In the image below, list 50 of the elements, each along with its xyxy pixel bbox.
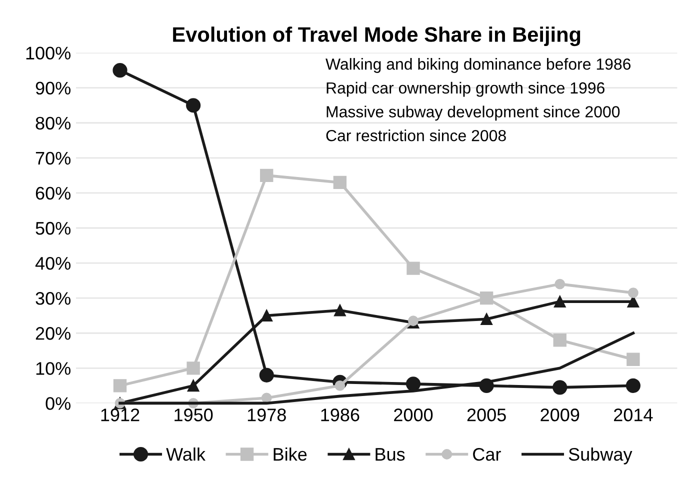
y-tick-label: 40% <box>35 256 71 270</box>
y-tick-label: 0% <box>46 397 71 410</box>
y-tick-label: 60% <box>36 186 71 200</box>
y-tick-label: 80% <box>36 116 71 130</box>
x-tick-label: 1912 <box>101 408 140 422</box>
x-tick-label: 2000 <box>394 408 433 422</box>
y-tick-label: 70% <box>36 152 71 165</box>
x-tick-label: 1978 <box>248 408 286 422</box>
x-tick-label: 2009 <box>540 408 580 422</box>
y-tick-label: 50% <box>36 222 71 235</box>
annotation: Rapid car ownership growth since 1996 <box>326 82 604 97</box>
point <box>333 176 347 190</box>
annotation: Car restriction since 2008 <box>326 130 506 142</box>
point <box>406 262 420 275</box>
point <box>480 313 492 326</box>
point <box>626 352 640 366</box>
annotation: Walking and biking dominance before 1986 <box>326 58 631 73</box>
point <box>334 304 346 316</box>
y-tick-label: 90% <box>36 82 71 95</box>
legend-label: Bus <box>376 448 405 461</box>
point <box>260 168 274 182</box>
legend-label: Bike <box>274 447 307 461</box>
y-tick-label: 20% <box>36 327 71 340</box>
chart-title: Evolution of Travel Mode Share in Beijing <box>173 26 580 46</box>
x-tick-label: 1950 <box>174 408 213 422</box>
point <box>554 278 566 290</box>
point <box>186 98 201 113</box>
point <box>186 362 200 375</box>
point <box>187 380 200 392</box>
legend-label: Subway <box>568 447 632 464</box>
x-tick-label: 1986 <box>321 408 360 422</box>
point <box>552 380 568 395</box>
y-tick-label: 10% <box>36 362 71 375</box>
legend-label: Walk <box>166 447 206 461</box>
point <box>553 334 566 347</box>
point <box>628 288 638 298</box>
point <box>626 378 640 393</box>
point <box>113 379 127 392</box>
point <box>554 296 566 308</box>
x-tick-label: 2005 <box>467 408 506 422</box>
legend-label: Car <box>473 448 501 461</box>
y-tick-label: 30% <box>36 292 71 305</box>
point <box>112 63 128 78</box>
point <box>261 392 272 404</box>
point <box>406 376 421 392</box>
point <box>260 310 273 322</box>
x-tick-label: 2014 <box>614 408 653 422</box>
y-tick-label: 100% <box>26 46 71 60</box>
point <box>259 368 274 382</box>
annotation: Massive subway development since 2000 <box>326 106 620 121</box>
